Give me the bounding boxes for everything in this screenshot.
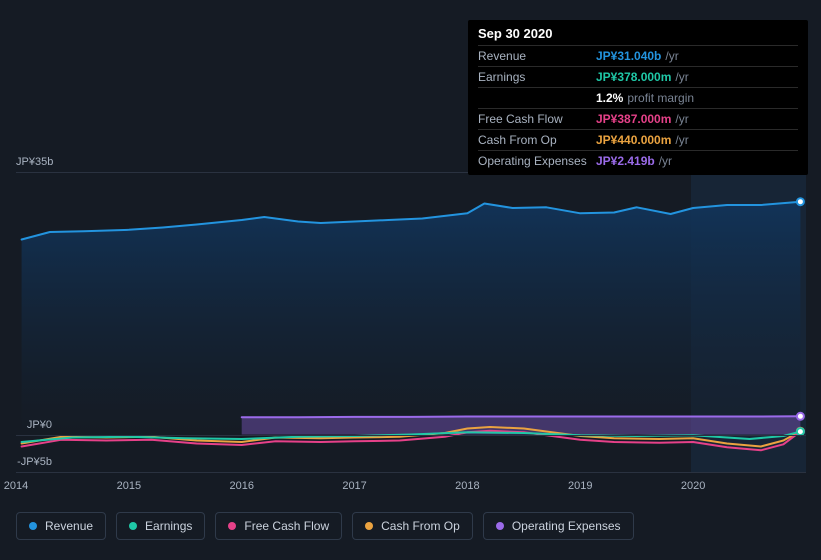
legend-dot	[496, 522, 504, 530]
chart-area[interactable]: JP¥35b JP¥0 -JP¥5b	[16, 150, 806, 495]
chart-tooltip: Sep 30 2020RevenueJP¥31.040b/yrEarningsJ…	[468, 20, 808, 175]
series-line-op_exp	[242, 416, 801, 417]
legend-dot	[29, 522, 37, 530]
series-area-revenue	[22, 202, 801, 435]
tooltip-value: JP¥2.419b	[596, 153, 655, 169]
tooltip-label: Revenue	[478, 48, 596, 64]
tooltip-title: Sep 30 2020	[478, 26, 798, 41]
legend-item-fcf[interactable]: Free Cash Flow	[215, 512, 342, 540]
tooltip-value: 1.2%	[596, 90, 623, 106]
legend-item-revenue[interactable]: Revenue	[16, 512, 106, 540]
legend-dot	[365, 522, 373, 530]
tooltip-label: Operating Expenses	[478, 153, 596, 169]
x-tick-label: 2018	[455, 480, 479, 492]
chart-svg	[16, 172, 806, 472]
legend: Revenue Earnings Free Cash Flow Cash From O…	[16, 512, 634, 540]
legend-dot	[228, 522, 236, 530]
tooltip-unit: /yr	[665, 48, 678, 64]
tooltip-unit: /yr	[675, 111, 688, 127]
legend-item-earnings[interactable]: Earnings	[116, 512, 205, 540]
gridline	[16, 472, 806, 473]
legend-item-cash_from_op[interactable]: Cash From Op	[352, 512, 473, 540]
y-tick-label: JP¥0	[16, 419, 52, 431]
legend-label: Operating Expenses	[512, 519, 621, 533]
tooltip-row: EarningsJP¥378.000m/yr	[478, 66, 798, 87]
series-end-marker-revenue	[797, 198, 804, 205]
x-axis: 2014201520162017201820192020	[16, 480, 806, 498]
y-tick-label: -JP¥5b	[16, 456, 52, 468]
legend-label: Revenue	[45, 519, 93, 533]
x-tick-label: 2015	[117, 480, 141, 492]
y-tick-label: JP¥35b	[16, 156, 52, 168]
tooltip-value: JP¥387.000m	[596, 111, 671, 127]
x-tick-label: 2019	[568, 480, 592, 492]
tooltip-value: JP¥378.000m	[596, 69, 671, 85]
legend-label: Free Cash Flow	[244, 519, 329, 533]
tooltip-unit: /yr	[675, 69, 688, 85]
tooltip-row: Operating ExpensesJP¥2.419b/yr	[478, 150, 798, 171]
tooltip-value: JP¥31.040b	[596, 48, 661, 64]
tooltip-unit: /yr	[675, 132, 688, 148]
tooltip-unit: /yr	[659, 153, 672, 169]
x-tick-label: 2014	[4, 480, 28, 492]
legend-label: Earnings	[145, 519, 192, 533]
legend-dot	[129, 522, 137, 530]
x-tick-label: 2016	[229, 480, 253, 492]
tooltip-row: 1.2%profit margin	[478, 87, 798, 108]
tooltip-row: Cash From OpJP¥440.000m/yr	[478, 129, 798, 150]
tooltip-row: RevenueJP¥31.040b/yr	[478, 45, 798, 66]
x-tick-label: 2017	[342, 480, 366, 492]
tooltip-label: Earnings	[478, 69, 596, 85]
tooltip-value: JP¥440.000m	[596, 132, 671, 148]
tooltip-label: Free Cash Flow	[478, 111, 596, 127]
tooltip-label: Cash From Op	[478, 132, 596, 148]
series-end-marker-op_exp	[797, 413, 804, 420]
legend-item-op_exp[interactable]: Operating Expenses	[483, 512, 634, 540]
x-tick-label: 2020	[681, 480, 705, 492]
tooltip-row: Free Cash FlowJP¥387.000m/yr	[478, 108, 798, 129]
tooltip-unit: profit margin	[627, 90, 694, 106]
legend-label: Cash From Op	[381, 519, 460, 533]
gridline	[16, 435, 806, 436]
tooltip-label	[478, 90, 596, 106]
